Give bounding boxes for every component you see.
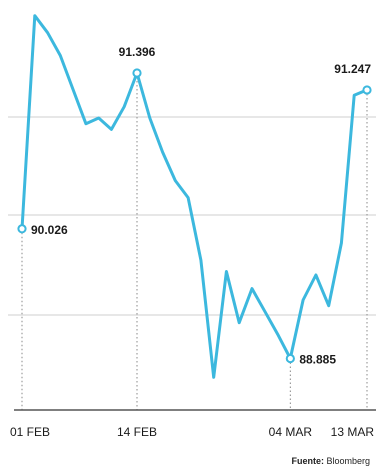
data-label-3: 91.247 bbox=[334, 62, 371, 76]
source-note: Fuente: Bloomberg bbox=[291, 456, 370, 466]
x-tick-label-1: 14 FEB bbox=[117, 425, 157, 439]
source-label: Fuente: bbox=[291, 456, 324, 466]
point-markers bbox=[17, 68, 372, 364]
x-tick-labels: 01 FEB 14 FEB 04 MAR 13 MAR bbox=[10, 425, 374, 439]
callout-lines bbox=[21, 72, 368, 410]
series-line bbox=[20, 14, 369, 379]
x-tick-label-3: 13 MAR bbox=[331, 425, 375, 439]
data-labels: 90.026 91.396 88.885 91.247 bbox=[31, 45, 371, 367]
data-label-2: 88.885 bbox=[299, 353, 336, 367]
point-marker-2 bbox=[285, 353, 295, 364]
x-tick-label-2: 04 MAR bbox=[269, 425, 313, 439]
line-chart: 90.026 91.396 88.885 91.247 01 FEB 14 FEB 04 … bbox=[8, 14, 376, 439]
data-label-1: 91.396 bbox=[119, 45, 156, 59]
data-label-0: 90.026 bbox=[31, 223, 68, 237]
point-marker-1 bbox=[132, 68, 142, 78]
source-name: Bloomberg bbox=[326, 456, 370, 466]
point-marker-3 bbox=[362, 85, 372, 95]
x-tick-label-0: 01 FEB bbox=[10, 425, 50, 439]
point-marker-0 bbox=[17, 224, 27, 234]
